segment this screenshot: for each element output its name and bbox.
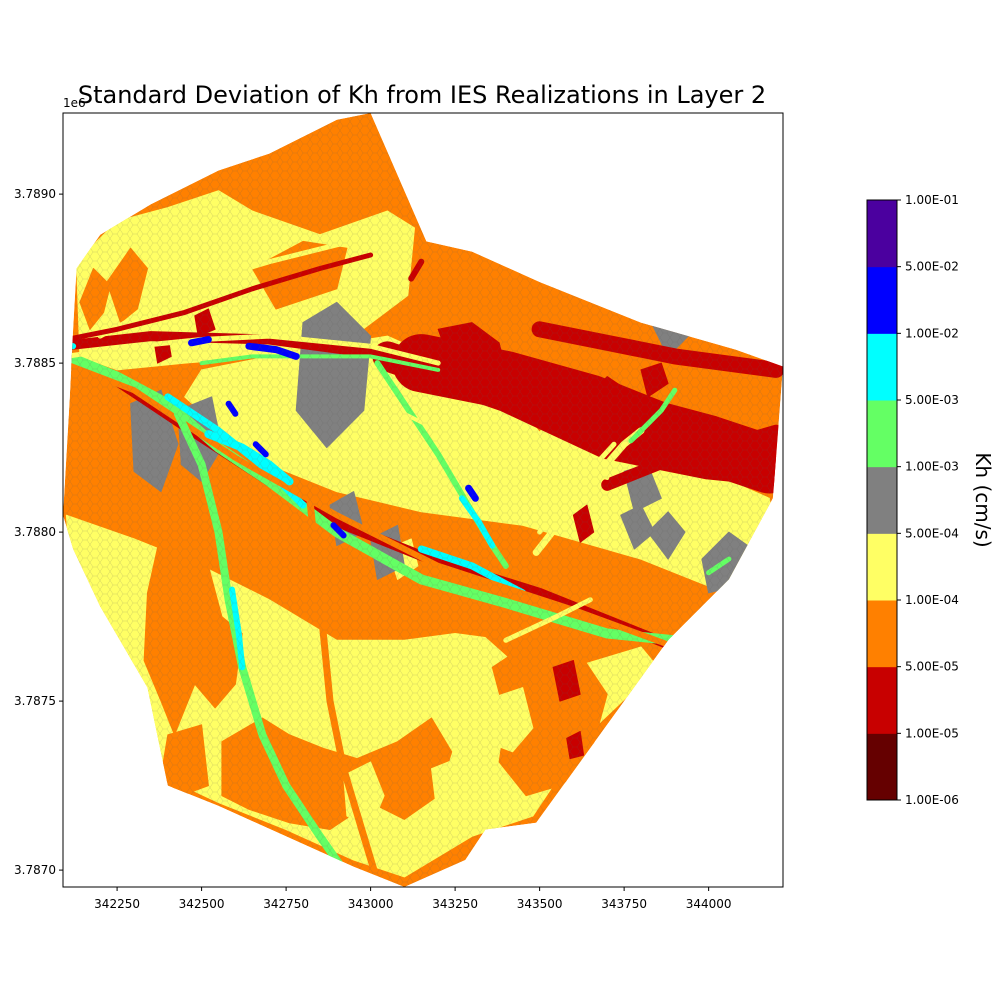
x-tick-label: 343000 [348, 897, 394, 911]
colorbar-bin [867, 266, 897, 334]
y-tick-label: 3.7870 [14, 863, 56, 877]
colorbar-tick-label: 1.00E-04 [905, 593, 959, 607]
x-axis: 342250 342500 342750 343000 343250 343500 3437… [94, 887, 732, 911]
colorbar-tick-label: 5.00E-02 [905, 260, 959, 274]
x-tick-label: 343500 [517, 897, 563, 911]
colorbar-bin [867, 400, 897, 468]
colorbar-tick-label: 1.00E-05 [905, 726, 959, 740]
colorbar: 1.00E-06 1.00E-05 5.00E-05 1.00E-04 5.00E-04… [866, 193, 959, 807]
colorbar-tick-label: 1.00E-03 [905, 460, 959, 474]
x-tick-label: 343250 [432, 897, 478, 911]
y-tick-label: 3.7885 [14, 356, 56, 370]
colorbar-label: Kh (cm/s) [971, 452, 995, 547]
x-tick-label: 342500 [179, 897, 225, 911]
axes-frame [62, 112, 784, 888]
y-tick-label: 3.7875 [14, 694, 56, 708]
colorbar-bin [867, 533, 897, 601]
plot-area [63, 113, 783, 887]
colorbar-bin [867, 666, 897, 734]
colorbar-tick-label: 1.00E-01 [905, 193, 959, 207]
colorbar-tick-label: 5.00E-05 [905, 660, 959, 674]
x-tick-label: 342250 [94, 897, 140, 911]
colorbar-bin [867, 466, 897, 534]
y-offset-label: 1e6 [63, 96, 86, 110]
colorbar-bin [867, 333, 897, 401]
colorbar-frame [866, 199, 898, 801]
colorbar-bin [867, 733, 897, 801]
colorbar-bin [867, 200, 897, 268]
y-tick-label: 3.7890 [14, 187, 56, 201]
y-axis: 3.7870 3.7875 3.7880 3.7885 3.7890 [14, 187, 63, 877]
colorbar-tick-label: 1.00E-06 [905, 793, 959, 807]
x-tick-label: 344000 [686, 897, 732, 911]
colorbar-bin [867, 600, 897, 668]
x-tick-label: 342750 [263, 897, 309, 911]
colorbar-tick-label: 5.00E-04 [905, 526, 959, 540]
x-tick-label: 343750 [601, 897, 647, 911]
y-tick-label: 3.7880 [14, 525, 56, 539]
colorbar-tick-label: 5.00E-03 [905, 393, 959, 407]
chart-title: Standard Deviation of Kh from IES Realiz… [78, 81, 766, 109]
colorbar-tick-label: 1.00E-02 [905, 326, 959, 340]
